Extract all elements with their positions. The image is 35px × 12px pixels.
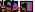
Text: P = 5.5-18.2 Days: P = 5.5-18.2 Days xyxy=(5,2,35,12)
Text: P = 1.7-5.5 Days: P = 1.7-5.5 Days xyxy=(5,1,35,12)
Text: Rp = 1.5-2.0 R$_{\rm Earth}$: Rp = 1.5-2.0 R$_{\rm Earth}$ xyxy=(0,0,26,12)
Text: Rp = 2.0-3.0 R$_{\rm Earth}$: Rp = 2.0-3.0 R$_{\rm Earth}$ xyxy=(0,1,26,12)
Text: P = 18.2-60.3 Days: P = 18.2-60.3 Days xyxy=(5,3,35,12)
Text: P = 60.3-200.0 Days: P = 60.3-200.0 Days xyxy=(5,3,35,12)
Text: Rp = 1.0-1.5 R$_{\rm Earth}$: Rp = 1.0-1.5 R$_{\rm Earth}$ xyxy=(0,0,26,12)
Text: Rp = 0.5-1.0 R$_{\rm Earth}$: Rp = 0.5-1.0 R$_{\rm Earth}$ xyxy=(0,0,26,12)
Text: Rp = 3.0-4.0 R$_{\rm Earth}$: Rp = 3.0-4.0 R$_{\rm Earth}$ xyxy=(0,2,26,12)
Text: P = 0.5-1.7 Days: P = 0.5-1.7 Days xyxy=(5,0,35,12)
